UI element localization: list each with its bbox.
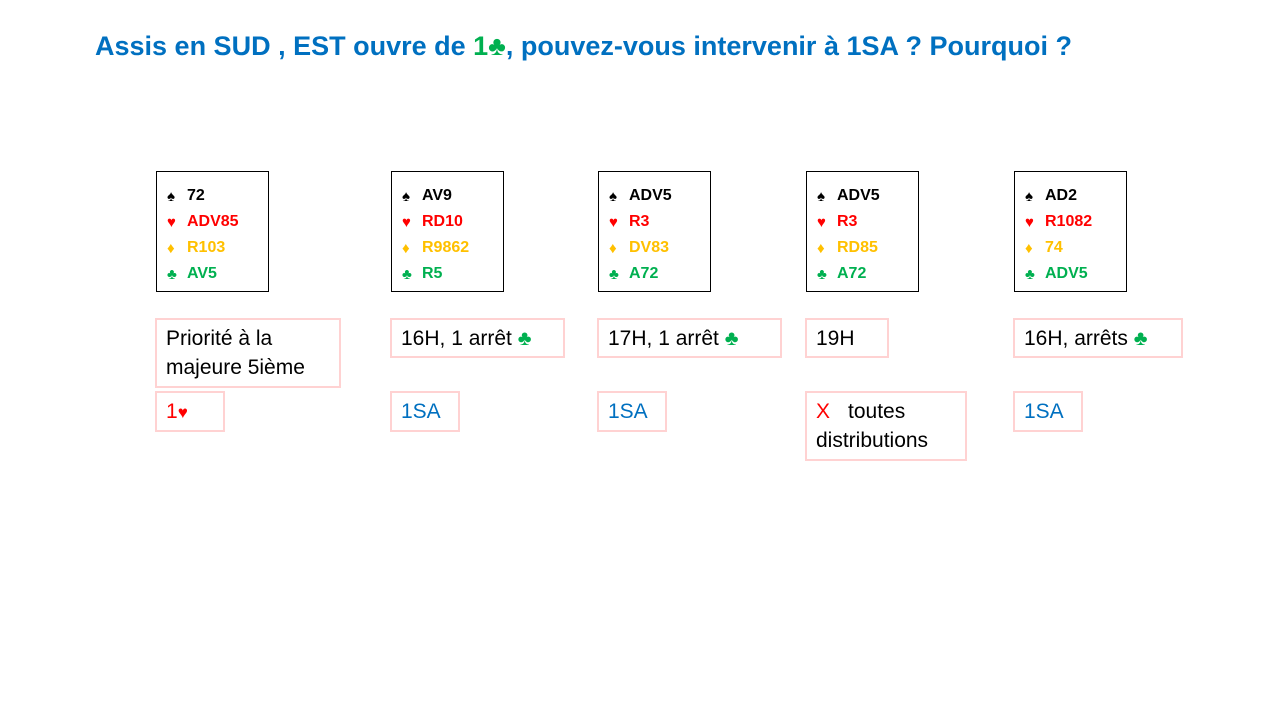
spades-row: ♠ ADV5 [609,185,672,207]
reason-box-3: 17H, 1 arrêt ♣ [597,318,782,358]
diamonds-holding: DV83 [629,239,670,256]
bid-text: 1SA [1024,400,1064,423]
club-icon: ♣ [517,327,532,350]
reason-line-2: majeure 5ième [166,356,305,379]
bid-box-2: 1SA [390,391,460,432]
clubs-holding: ADV5 [1045,265,1088,282]
diamond-icon: ♦ [817,239,825,257]
club-icon: ♣ [402,265,412,283]
hearts-row: ♥ R3 [609,211,649,233]
hand-card-2: ♠ AV9 ♥ RD10 ♦ R9862 ♣ R5 [391,171,504,292]
hand-card-3: ♠ ADV5 ♥ R3 ♦ DV83 ♣ A72 [598,171,711,292]
spade-icon: ♠ [609,187,617,205]
heart-icon: ♥ [817,213,826,231]
diamonds-holding: R9862 [422,239,470,256]
bid-note-line-1: toutes [848,400,906,423]
diamonds-row: ♦ DV83 [609,237,669,259]
clubs-holding: A72 [837,265,867,282]
title-text-after: , pouvez-vous intervenir à 1SA ? Pourquo… [505,31,1072,61]
heart-icon: ♥ [167,213,176,231]
diamond-icon: ♦ [167,239,175,257]
double-bid: X [816,400,831,423]
spade-icon: ♠ [167,187,175,205]
diamond-icon: ♦ [1025,239,1033,257]
spade-icon: ♠ [1025,187,1033,205]
bid-note-line-2: distributions [816,429,929,452]
hearts-row: ♥ ADV85 [167,211,239,233]
hand-card-5: ♠ AD2 ♥ R1082 ♦ 74 ♣ ADV5 [1014,171,1127,292]
spades-holding: ADV5 [837,187,880,204]
clubs-row: ♣ AV5 [167,263,217,285]
spade-icon: ♠ [402,187,410,205]
heart-icon: ♥ [609,213,618,231]
reason-box-4: 19H [805,318,889,358]
bid-text: 1SA [608,400,648,423]
reason-text: 16H, arrêts [1024,327,1134,350]
reason-text: 16H, 1 arrêt [401,327,518,350]
club-icon: ♣ [1133,327,1148,350]
spades-row: ♠ ADV5 [817,185,880,207]
hearts-row: ♥ R3 [817,211,857,233]
heart-icon: ♥ [1025,213,1034,231]
bid-box-3: 1SA [597,391,667,432]
reason-text: 19H [816,327,855,350]
club-icon: ♣ [609,265,619,283]
title-opening-bid: 1♣ [473,31,506,61]
diamonds-row: ♦ R9862 [402,237,469,259]
reason-box-5: 16H, arrêts ♣ [1013,318,1183,358]
hearts-holding: R1082 [1045,213,1093,230]
clubs-row: ♣ A72 [817,263,866,285]
spades-row: ♠ AD2 [1025,185,1077,207]
reason-box-1: Priorité à la majeure 5ième [155,318,341,388]
heart-icon: ♥ [402,213,411,231]
spades-holding: AD2 [1045,187,1078,204]
club-icon: ♣ [817,265,827,283]
hearts-holding: RD10 [422,213,463,230]
clubs-holding: R5 [422,265,443,282]
hearts-row: ♥ R1082 [1025,211,1092,233]
clubs-row: ♣ A72 [609,263,658,285]
reason-line-1: Priorité à la [166,327,273,350]
reason-box-2: 16H, 1 arrêt ♣ [390,318,565,358]
clubs-row: ♣ ADV5 [1025,263,1088,285]
diamonds-holding: R103 [187,239,226,256]
hearts-holding: R3 [837,213,858,230]
spades-row: ♠ 72 [167,185,205,207]
spades-holding: 72 [187,187,205,204]
hand-card-1: ♠ 72 ♥ ADV85 ♦ R103 ♣ AV5 [156,171,269,292]
reason-text: 17H, 1 arrêt [608,327,725,350]
bid-level: 1 [166,400,178,423]
club-icon: ♣ [724,327,739,350]
hand-card-4: ♠ ADV5 ♥ R3 ♦ RD85 ♣ A72 [806,171,919,292]
bid-box-1: 1♥ [155,391,225,432]
diamonds-row: ♦ 74 [1025,237,1063,259]
bid-text: 1SA [401,400,441,423]
diamonds-holding: RD85 [837,239,878,256]
spade-icon: ♠ [817,187,825,205]
diamonds-holding: 74 [1045,239,1063,256]
spades-holding: ADV5 [629,187,672,204]
spades-row: ♠ AV9 [402,185,452,207]
hearts-row: ♥ RD10 [402,211,463,233]
diamond-icon: ♦ [402,239,410,257]
diamonds-row: ♦ R103 [167,237,225,259]
heart-icon: ♥ [177,403,188,422]
diamonds-row: ♦ RD85 [817,237,878,259]
hearts-holding: R3 [629,213,650,230]
diamond-icon: ♦ [609,239,617,257]
club-icon: ♣ [167,265,177,283]
clubs-holding: AV5 [187,265,217,282]
clubs-holding: A72 [629,265,659,282]
page-title: Assis en SUD , EST ouvre de 1♣, pouvez-v… [95,31,1072,62]
clubs-row: ♣ R5 [402,263,442,285]
bid-box-5: 1SA [1013,391,1083,432]
title-text-before: Assis en SUD , EST ouvre de [95,31,474,61]
club-icon: ♣ [1025,265,1035,283]
spades-holding: AV9 [422,187,452,204]
hearts-holding: ADV85 [187,213,239,230]
